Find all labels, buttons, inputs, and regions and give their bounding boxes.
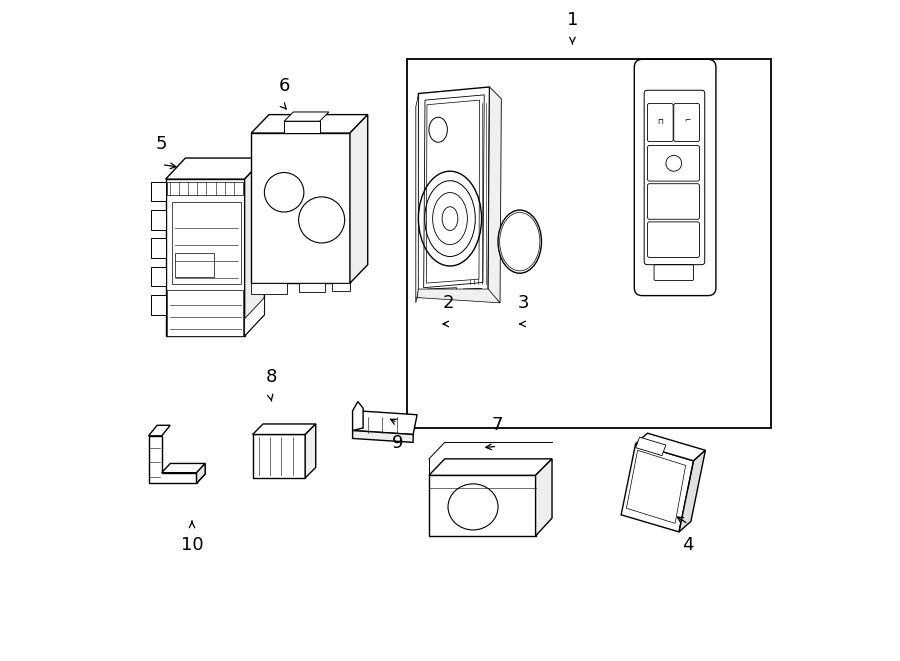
Polygon shape: [305, 424, 316, 478]
Text: 8: 8: [266, 368, 276, 387]
Text: 4: 4: [682, 536, 694, 554]
Polygon shape: [488, 87, 501, 303]
Polygon shape: [429, 475, 536, 536]
Text: 3: 3: [518, 294, 529, 312]
Polygon shape: [353, 402, 363, 430]
Bar: [407, 59, 771, 428]
Polygon shape: [353, 410, 417, 434]
Polygon shape: [464, 288, 482, 297]
Polygon shape: [427, 100, 480, 283]
Polygon shape: [251, 133, 350, 283]
Text: 6: 6: [278, 77, 290, 95]
Polygon shape: [428, 288, 456, 297]
Polygon shape: [253, 434, 305, 478]
Polygon shape: [166, 158, 265, 179]
Polygon shape: [148, 425, 170, 436]
Polygon shape: [416, 95, 418, 303]
Polygon shape: [680, 450, 706, 532]
Polygon shape: [167, 182, 243, 195]
Polygon shape: [172, 202, 241, 284]
Polygon shape: [245, 297, 265, 336]
Text: 1: 1: [567, 11, 578, 29]
Polygon shape: [417, 87, 490, 297]
Text: ⌐: ⌐: [684, 117, 690, 126]
Ellipse shape: [498, 210, 542, 273]
Polygon shape: [635, 437, 666, 455]
Polygon shape: [417, 289, 500, 303]
Polygon shape: [151, 295, 166, 315]
Text: 10: 10: [181, 536, 203, 554]
Polygon shape: [350, 114, 368, 283]
Polygon shape: [299, 283, 325, 292]
Polygon shape: [151, 182, 166, 202]
Polygon shape: [331, 283, 350, 291]
Polygon shape: [626, 450, 686, 524]
Polygon shape: [148, 436, 196, 483]
Polygon shape: [251, 283, 287, 293]
FancyBboxPatch shape: [634, 59, 716, 295]
Polygon shape: [196, 463, 205, 483]
Polygon shape: [424, 95, 484, 288]
Polygon shape: [151, 239, 166, 258]
Polygon shape: [175, 253, 214, 276]
Polygon shape: [635, 433, 706, 461]
Text: 7: 7: [491, 416, 503, 434]
Polygon shape: [151, 266, 166, 286]
Polygon shape: [251, 114, 368, 133]
Polygon shape: [167, 290, 243, 336]
Polygon shape: [253, 424, 316, 434]
Polygon shape: [245, 158, 265, 336]
Polygon shape: [196, 463, 205, 483]
Polygon shape: [166, 179, 245, 336]
Text: ⊓: ⊓: [658, 117, 663, 126]
Polygon shape: [621, 444, 694, 532]
Text: 2: 2: [442, 294, 454, 312]
Polygon shape: [536, 459, 552, 536]
Polygon shape: [429, 459, 552, 475]
Polygon shape: [284, 121, 319, 133]
Polygon shape: [284, 112, 328, 121]
Text: 9: 9: [392, 434, 403, 453]
Polygon shape: [162, 463, 205, 473]
Polygon shape: [151, 210, 166, 230]
Text: 5: 5: [156, 135, 167, 153]
Polygon shape: [353, 430, 413, 442]
